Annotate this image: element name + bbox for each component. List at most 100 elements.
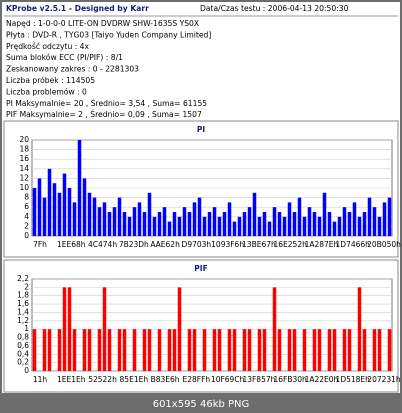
bar: [157, 212, 162, 236]
bar: [257, 216, 262, 236]
x-tick-label: E28FFh: [183, 375, 211, 384]
x-tick-label: 1A22E0h: [305, 375, 339, 384]
x-tick-label: 1093F6h: [211, 240, 244, 249]
y-tick-label: 8: [24, 193, 29, 202]
y-tick-label: 2: [24, 221, 29, 230]
bar: [267, 221, 272, 236]
bar: [87, 192, 92, 236]
info-line: Płyta : DVD-R , TYG03 [Taiyo Yuden Compa…: [6, 30, 211, 39]
bar: [117, 329, 122, 371]
y-tick-label: 0,8: [17, 333, 29, 342]
bar: [247, 329, 252, 371]
bar: [32, 329, 37, 371]
y-tick-label: 4: [24, 212, 29, 221]
datetime: Data/Czas testu : 2006-04-13 20:50:30: [200, 4, 349, 13]
y-tick-label: 20: [19, 135, 29, 144]
bar: [67, 188, 72, 236]
bar: [122, 212, 127, 236]
bar: [242, 212, 247, 236]
bar: [72, 202, 77, 236]
bar: [247, 207, 252, 236]
bar: [172, 329, 177, 371]
x-tick-label: 1EE68h: [57, 240, 86, 249]
y-tick-label: 16: [19, 154, 29, 163]
bar: [107, 212, 112, 236]
bar: [202, 216, 207, 236]
info-line: Napęd : 1-0-0-0 LITE-ON DVDRW SHW-1635S …: [6, 19, 199, 28]
y-tick-label: 1,2: [17, 316, 29, 325]
bar: [107, 329, 112, 371]
bar: [262, 329, 267, 371]
info-line: Liczba próbek : 114505: [6, 76, 95, 85]
x-tick-label: 16E252h: [274, 240, 308, 249]
chart-title: PIF: [194, 264, 207, 273]
bar: [132, 329, 137, 371]
bar: [277, 212, 282, 236]
x-tick-label: 20B050h: [367, 240, 401, 249]
bar: [337, 216, 342, 236]
y-tick-label: 0: [24, 366, 29, 375]
bar: [207, 212, 212, 236]
bar: [292, 212, 297, 236]
bar: [332, 329, 337, 371]
x-tick-label: 4C474h: [88, 240, 117, 249]
bar: [192, 202, 197, 236]
bar: [232, 329, 237, 371]
x-tick-label: D9703h: [182, 240, 212, 249]
bar: [222, 212, 227, 236]
bar: [77, 140, 82, 236]
bar: [72, 329, 77, 371]
bar: [297, 197, 302, 236]
bar: [212, 329, 217, 371]
bar: [142, 212, 147, 236]
bar: [62, 173, 67, 236]
bar: [292, 329, 297, 371]
bar: [82, 178, 87, 236]
y-tick-label: 12: [19, 173, 29, 182]
bar: [277, 329, 282, 371]
bar: [272, 287, 277, 371]
y-tick-label: 10: [19, 183, 29, 192]
y-tick-label: 2,2: [17, 274, 29, 283]
x-tick-label: 1A287Eh: [305, 240, 339, 249]
bar: [242, 329, 247, 371]
bar: [177, 216, 182, 236]
y-tick-label: 1: [24, 324, 29, 333]
bar: [357, 287, 362, 371]
bar: [312, 329, 317, 371]
bar: [62, 287, 67, 371]
x-tick-label: 85E1Eh: [120, 375, 149, 384]
bar: [97, 329, 102, 371]
bar: [92, 197, 97, 236]
y-tick-label: 1,4: [17, 307, 29, 316]
bar: [57, 192, 62, 236]
x-tick-label: 7B23Dh: [119, 240, 149, 249]
bar: [227, 202, 232, 236]
bar: [47, 329, 52, 371]
bar: [362, 329, 367, 371]
bar: [217, 216, 222, 236]
bar: [52, 183, 57, 236]
bar: [357, 216, 362, 236]
bar: [327, 329, 332, 371]
bar: [352, 202, 357, 236]
x-tick-label: 1EE1Eh: [57, 375, 86, 384]
bar: [127, 216, 132, 236]
bar: [387, 329, 392, 371]
bar: [327, 212, 332, 236]
caption: 601x595 46kb PNG: [153, 399, 250, 410]
bar: [287, 202, 292, 236]
y-tick-label: 14: [19, 164, 29, 173]
x-tick-label: 11h: [33, 375, 48, 384]
bar: [282, 216, 287, 236]
bar: [57, 329, 62, 371]
x-tick-label: 207231h: [367, 375, 401, 384]
y-tick-label: 0,6: [17, 341, 29, 350]
bar: [287, 329, 292, 371]
bar: [362, 212, 367, 236]
x-tick-label: 52522h: [88, 375, 117, 384]
bar: [187, 329, 192, 371]
plot-area: [31, 278, 393, 372]
bar: [227, 329, 232, 371]
